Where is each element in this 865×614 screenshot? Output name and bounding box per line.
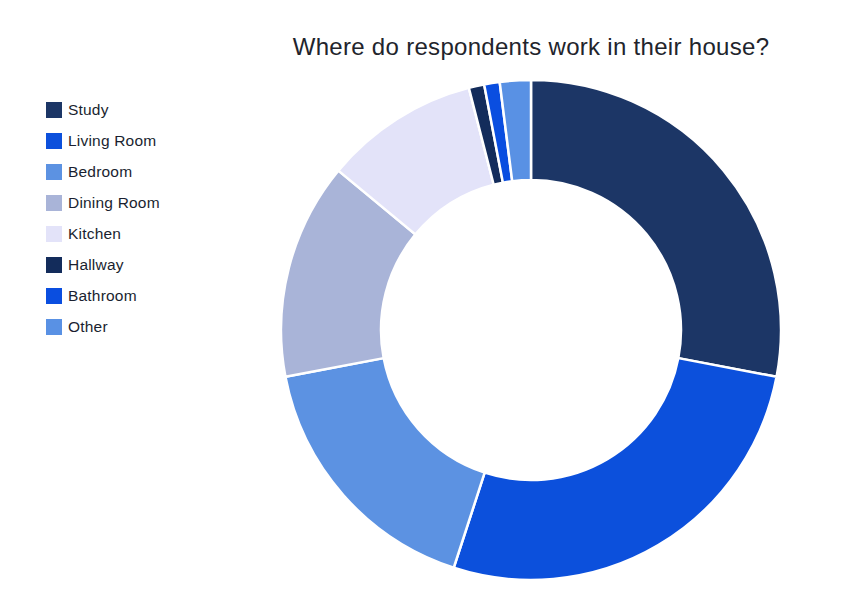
donut-slice-study — [531, 80, 781, 377]
legend-label-dining-room: Dining Room — [68, 195, 160, 211]
legend-swatch-dining-room — [46, 195, 62, 211]
legend-item-bathroom: Bathroom — [46, 288, 160, 304]
legend-swatch-living-room — [46, 133, 62, 149]
legend-item-kitchen: Kitchen — [46, 226, 160, 242]
legend-swatch-other — [46, 319, 62, 335]
legend-item-bedroom: Bedroom — [46, 164, 160, 180]
legend-label-other: Other — [68, 319, 108, 335]
legend-swatch-bedroom — [46, 164, 62, 180]
legend-label-kitchen: Kitchen — [68, 226, 121, 242]
legend-item-hallway: Hallway — [46, 257, 160, 273]
legend-item-living-room: Living Room — [46, 133, 160, 149]
legend-item-study: Study — [46, 102, 160, 118]
chart-canvas: Where do respondents work in their house… — [0, 0, 865, 614]
legend-label-study: Study — [68, 102, 109, 118]
legend-swatch-study — [46, 102, 62, 118]
legend-swatch-hallway — [46, 257, 62, 273]
legend-swatch-kitchen — [46, 226, 62, 242]
donut-slice-bedroom — [285, 358, 484, 568]
legend-label-bathroom: Bathroom — [68, 288, 137, 304]
legend-label-living-room: Living Room — [68, 133, 156, 149]
legend-swatch-bathroom — [46, 288, 62, 304]
legend-item-dining-room: Dining Room — [46, 195, 160, 211]
legend-item-other: Other — [46, 319, 160, 335]
chart-legend: Study Living Room Bedroom Dining Room Kitche… — [46, 102, 160, 350]
legend-label-bedroom: Bedroom — [68, 164, 132, 180]
chart-title: Where do respondents work in their house… — [293, 33, 770, 61]
legend-label-hallway: Hallway — [68, 257, 124, 273]
donut-slice-living-room — [454, 358, 777, 580]
